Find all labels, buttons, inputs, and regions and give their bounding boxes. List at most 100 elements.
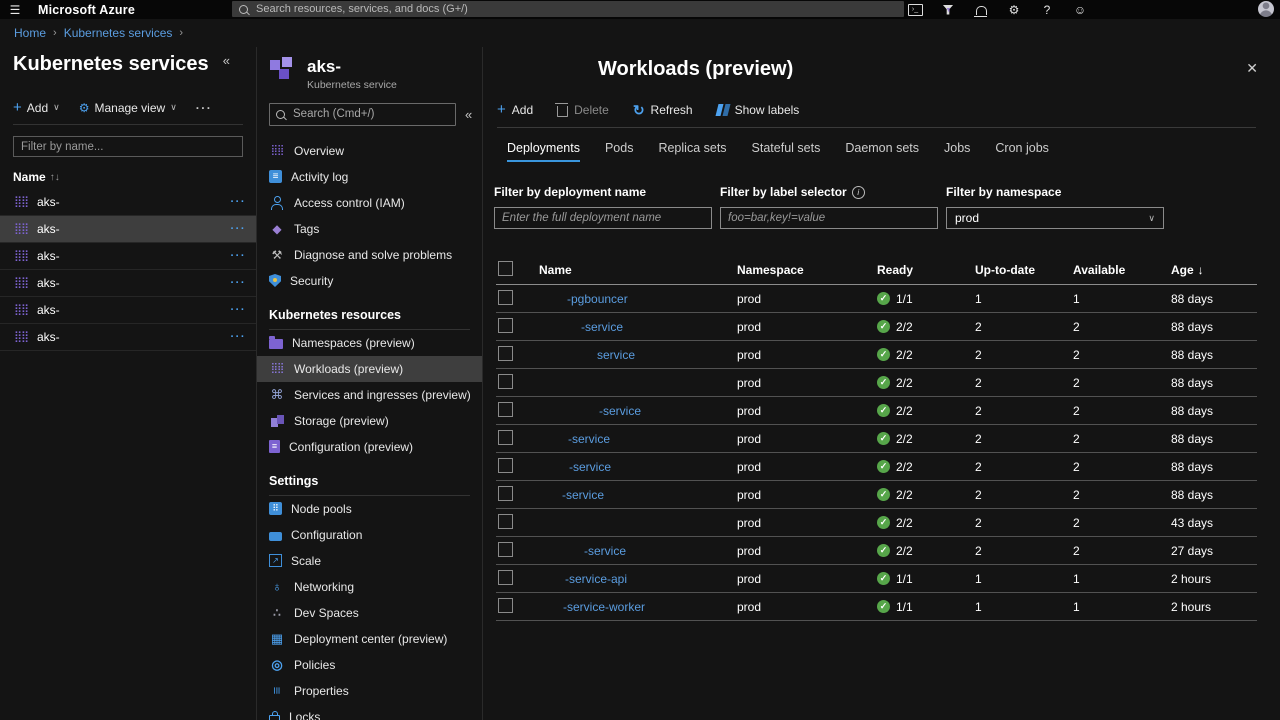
row-checkbox[interactable] [498, 457, 513, 473]
collapse-menu-icon[interactable]: « [465, 106, 473, 122]
global-search-input[interactable] [254, 2, 897, 16]
menu-item-access-control-iam[interactable]: Access control (IAM) [257, 190, 482, 216]
row-checkbox[interactable] [498, 345, 513, 361]
deployment-name-link[interactable]: -service-worker [563, 599, 646, 614]
menu-item-services-and-ingresses-preview[interactable]: Services and ingresses (preview) [257, 382, 482, 408]
deployment-name-link[interactable]: -service-api [565, 571, 628, 586]
row-checkbox[interactable] [498, 513, 513, 529]
select-all-checkbox[interactable] [498, 260, 513, 276]
row-checkbox[interactable] [498, 429, 513, 445]
menu-item-networking[interactable]: Networking [257, 574, 482, 600]
deployment-name-link[interactable]: -service [562, 487, 605, 502]
deployment-name-link[interactable]: -service [584, 543, 627, 558]
ready-check-icon: ✓ [877, 348, 890, 361]
menu-item-configuration-preview[interactable]: Configuration (preview) [257, 434, 482, 460]
column-header-namespace[interactable]: Namespace [737, 262, 804, 277]
menu-item-dev-spaces[interactable]: Dev Spaces [257, 600, 482, 626]
add-button[interactable]: + Add ∨ [13, 99, 60, 116]
age-cell: 88 days [1171, 487, 1214, 502]
menu-search-input[interactable] [291, 107, 449, 122]
row-checkbox[interactable] [498, 401, 513, 417]
menu-item-namespaces-preview[interactable]: Namespaces (preview) [257, 330, 482, 356]
row-checkbox[interactable] [498, 569, 513, 585]
more-options-icon[interactable]: ··· [195, 100, 213, 115]
row-checkbox[interactable] [498, 373, 513, 389]
menu-item-security[interactable]: Security [257, 268, 482, 294]
user-avatar[interactable] [1258, 1, 1274, 17]
row-context-menu-icon[interactable]: ··· [230, 331, 246, 343]
global-search[interactable] [232, 1, 904, 17]
azure-logo-title[interactable]: Microsoft Azure [38, 2, 135, 17]
row-checkbox[interactable] [498, 289, 513, 305]
deployment-name-link[interactable]: -pgbouncer [567, 291, 628, 306]
column-header-name[interactable]: Name [539, 262, 572, 277]
column-header-available[interactable]: Available [1073, 262, 1126, 277]
manage-view-button[interactable]: ⚙ Manage view ∨ [78, 100, 177, 115]
info-icon[interactable]: i [851, 185, 865, 199]
menu-item-activity-log[interactable]: Activity log [257, 164, 482, 190]
cluster-list-item[interactable]: aks- ··· [0, 270, 256, 297]
settings-gear-icon[interactable]: ⚙ [1008, 2, 1020, 17]
menu-item-node-pools[interactable]: Node pools [257, 496, 482, 522]
filter-deployment-input[interactable] [494, 207, 712, 229]
tab-daemon-sets[interactable]: Daemon sets [845, 141, 919, 155]
name-column-header[interactable]: Name ↑↓ [13, 170, 60, 184]
row-checkbox[interactable] [498, 317, 513, 333]
tab-pods[interactable]: Pods [604, 141, 634, 155]
cluster-list-item[interactable]: aks- ··· [0, 189, 256, 216]
row-checkbox[interactable] [498, 541, 513, 557]
deployment-name-link[interactable]: -service [581, 319, 624, 334]
column-header-up-to-date[interactable]: Up-to-date [975, 262, 1035, 277]
directory-filter-icon[interactable] [939, 0, 957, 19]
breadcrumb-home-link[interactable]: Home [14, 26, 47, 40]
menu-item-workloads-preview[interactable]: Workloads (preview) [257, 355, 482, 382]
tab-jobs[interactable]: Jobs [944, 141, 971, 155]
cluster-list-item[interactable]: aks- ··· [0, 216, 256, 243]
row-context-menu-icon[interactable]: ··· [230, 196, 246, 208]
cluster-list-item[interactable]: aks- ··· [0, 297, 256, 324]
menu-search[interactable] [269, 102, 456, 126]
show-labels-button[interactable]: Show labels [715, 103, 799, 117]
menu-item-scale[interactable]: Scale [257, 548, 482, 574]
column-header-ready[interactable]: Ready [877, 262, 914, 277]
deployment-name-link[interactable]: -service [599, 403, 642, 418]
menu-item-configuration[interactable]: Configuration [257, 522, 482, 548]
tab-deployments[interactable]: Deployments [507, 141, 580, 162]
menu-item-locks[interactable]: Locks [257, 704, 482, 720]
tab-cron-jobs[interactable]: Cron jobs [995, 141, 1049, 155]
menu-item-properties[interactable]: Properties [257, 678, 482, 704]
row-context-menu-icon[interactable]: ··· [230, 250, 246, 262]
menu-item-diagnose-and-solve-problems[interactable]: Diagnose and solve problems [257, 242, 482, 268]
cluster-list-item[interactable]: aks- ··· [0, 324, 256, 351]
deployment-name-link[interactable]: service [597, 347, 636, 362]
menu-item-overview[interactable]: Overview [257, 138, 482, 164]
refresh-button[interactable]: ↻ Refresh [633, 103, 693, 117]
row-checkbox[interactable] [498, 597, 513, 613]
tab-replica-sets[interactable]: Replica sets [658, 141, 727, 155]
filter-by-name-input[interactable] [13, 136, 243, 157]
row-context-menu-icon[interactable]: ··· [230, 223, 246, 235]
feedback-smiley-icon[interactable]: ☺ [1073, 2, 1087, 17]
column-header-age[interactable]: Age ↓ [1171, 262, 1204, 277]
close-icon[interactable]: ✕ [1246, 60, 1258, 76]
collapse-panel-icon[interactable]: « [222, 53, 230, 68]
breadcrumb-kubernetes-services-link[interactable]: Kubernetes services [63, 26, 173, 40]
row-context-menu-icon[interactable]: ··· [230, 277, 246, 289]
help-icon[interactable]: ? [1043, 2, 1051, 17]
menu-item-tags[interactable]: Tags [257, 216, 482, 242]
cloud-shell-icon[interactable] [906, 0, 924, 19]
filter-label-selector-input[interactable] [720, 207, 938, 229]
hamburger-menu-icon[interactable]: ☰ [9, 2, 21, 17]
deployment-name-link[interactable]: -service [568, 431, 611, 446]
tab-stateful-sets[interactable]: Stateful sets [751, 141, 821, 155]
cluster-list-item[interactable]: aks- ··· [0, 243, 256, 270]
add-button[interactable]: + Add [497, 102, 533, 117]
menu-item-storage-preview[interactable]: Storage (preview) [257, 408, 482, 434]
notifications-bell-icon[interactable] [972, 0, 990, 19]
namespace-select[interactable]: prod ∨ [946, 207, 1164, 229]
deployment-name-link[interactable]: -service [569, 459, 612, 474]
menu-item-policies[interactable]: Policies [257, 652, 482, 678]
row-context-menu-icon[interactable]: ··· [230, 304, 246, 316]
menu-item-deployment-center-preview[interactable]: Deployment center (preview) [257, 626, 482, 652]
row-checkbox[interactable] [498, 485, 513, 501]
